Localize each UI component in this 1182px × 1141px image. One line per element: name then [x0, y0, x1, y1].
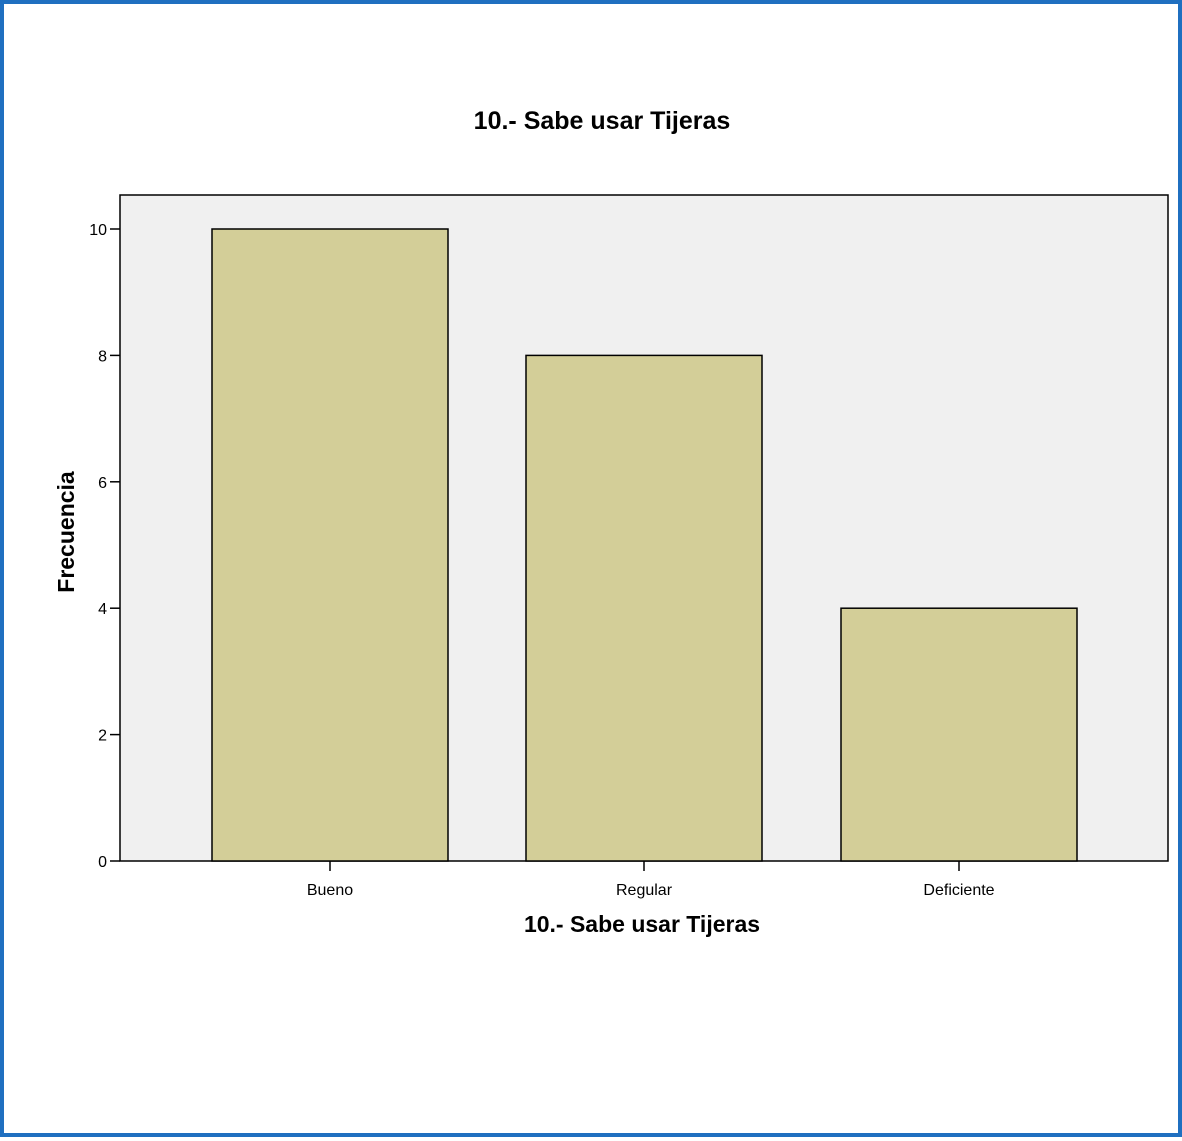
- y-tick-label: 8: [98, 348, 107, 365]
- chart: 10.- Sabe usar Tijeras 0 2 4 6 8 10 Bueno Regu…: [53, 107, 1169, 937]
- bar-deficiente: [840, 607, 1078, 862]
- x-axis-label: 10.- Sabe usar Tijeras: [524, 911, 760, 937]
- y-axis-label: Frecuencia: [53, 471, 79, 593]
- y-tick-label: 6: [98, 475, 107, 492]
- bars: [211, 228, 1078, 862]
- y-tick-label: 4: [98, 601, 107, 618]
- y-tick-label: 2: [98, 728, 107, 745]
- x-tick-label: Regular: [616, 882, 673, 899]
- y-tick-label: 10: [89, 222, 107, 239]
- bar-regular: [525, 354, 763, 862]
- y-tick-label: 0: [98, 854, 107, 871]
- bar-bueno: [211, 228, 449, 862]
- chart-title: 10.- Sabe usar Tijeras: [474, 107, 731, 135]
- x-axis: Bueno Regular Deficiente: [307, 861, 995, 899]
- x-tick-label: Deficiente: [923, 882, 994, 899]
- y-axis: 0 2 4 6 8 10: [89, 222, 120, 871]
- x-tick-label: Bueno: [307, 882, 353, 899]
